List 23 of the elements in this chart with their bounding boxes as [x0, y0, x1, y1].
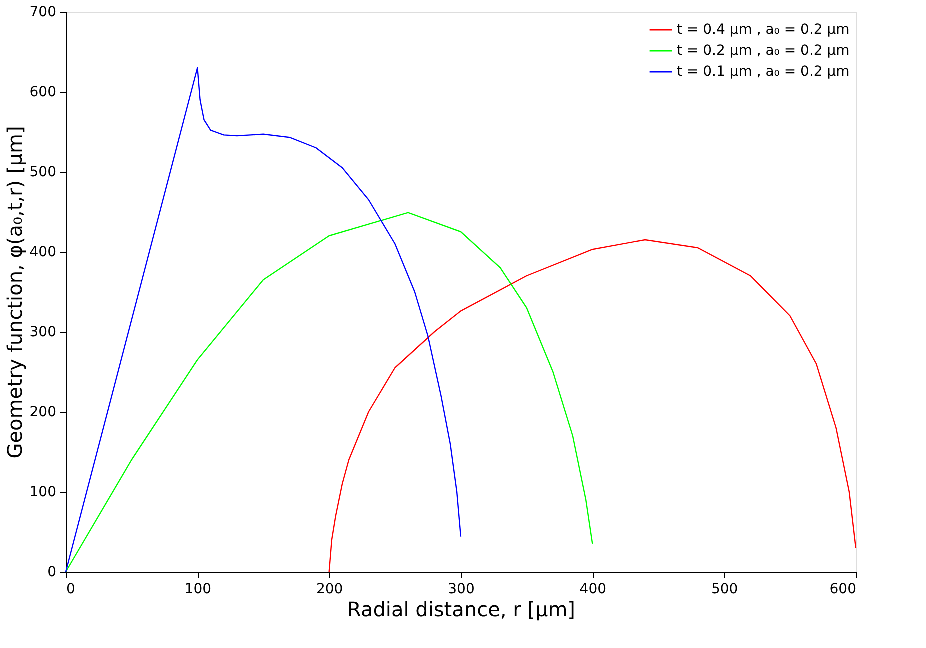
legend-label: t = 0.4 µm , a₀ = 0.2 µm	[677, 22, 850, 38]
x-tick-label: 0	[66, 582, 76, 598]
y-axis-title: Geometry function, φ(a₀,t,r) [µm]	[2, 126, 27, 459]
y-tick-label: 0	[48, 564, 56, 580]
y-tick-label: 600	[30, 84, 56, 100]
y-tick-label: 300	[30, 324, 56, 340]
legend-label: t = 0.1 µm , a₀ = 0.2 µm	[677, 64, 850, 80]
x-tick-label: 400	[580, 582, 607, 598]
y-tick-label: 100	[30, 484, 56, 500]
x-axis-title: Radial distance, r [µm]	[348, 598, 576, 622]
x-tick-label: 200	[316, 582, 344, 598]
line-series	[65, 67, 462, 573]
y-tick-label: 700	[30, 4, 56, 20]
y-tick-label: 400	[30, 244, 56, 260]
y-tick-label: 500	[30, 164, 56, 180]
y-tick-label: 200	[30, 404, 56, 420]
line-series	[65, 212, 594, 573]
x-tick-label: 500	[711, 582, 738, 598]
x-tick-label: 300	[448, 582, 475, 598]
legend-label: t = 0.2 µm , a₀ = 0.2 µm	[677, 43, 850, 59]
line-series	[328, 239, 857, 573]
x-tick-label: 600	[830, 582, 856, 598]
x-tick-label: 100	[184, 582, 212, 598]
